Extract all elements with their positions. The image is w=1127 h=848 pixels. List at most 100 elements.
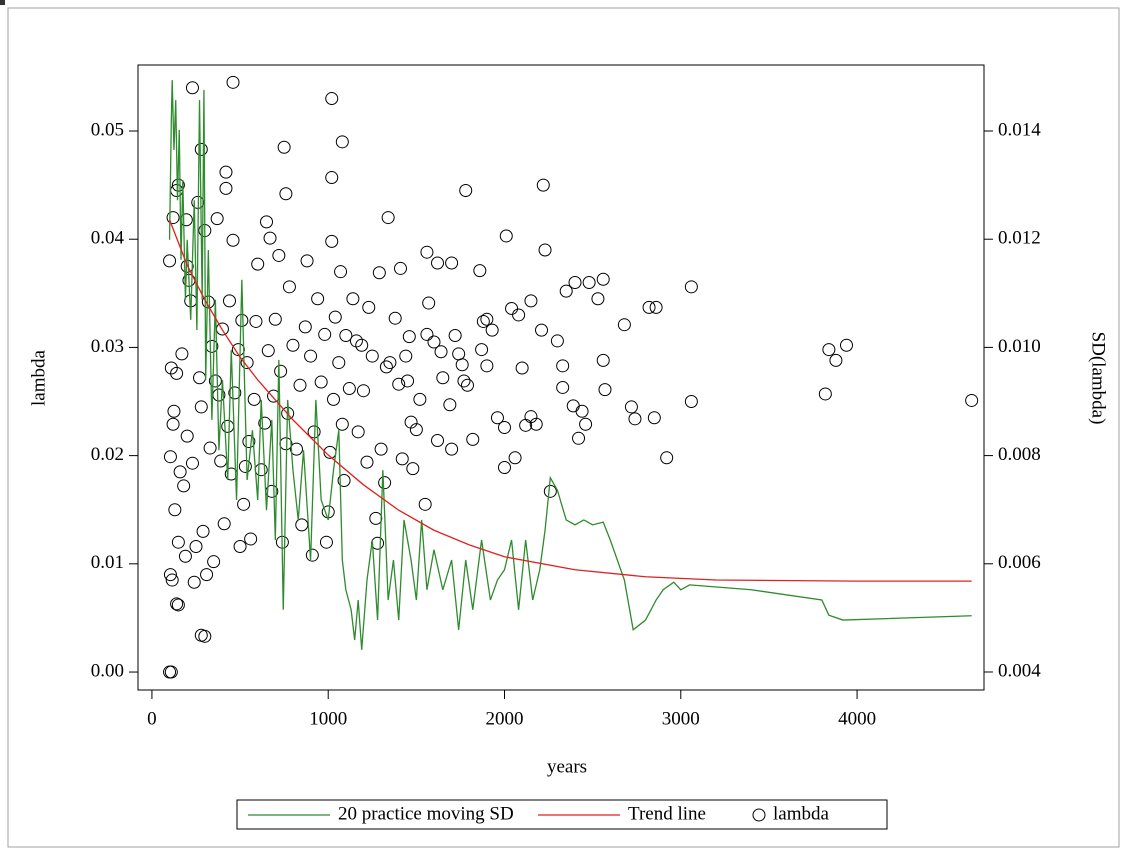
scatter-point: [311, 292, 325, 306]
scatter-point: [163, 450, 177, 464]
scatter-point: [556, 359, 570, 373]
scatter-point: [339, 329, 353, 343]
scatter-point: [263, 231, 277, 245]
scatter-point: [351, 425, 365, 439]
legend-box: [236, 799, 888, 830]
scatter-point: [374, 442, 388, 456]
scatter-point: [173, 465, 187, 479]
x-tick-label: 1000: [309, 708, 347, 729]
scatter-point: [642, 300, 656, 314]
scatter-point: [381, 211, 395, 225]
scatter-point: [217, 517, 231, 531]
scatter-point: [222, 294, 236, 308]
scatter-point: [185, 81, 199, 95]
scatter-point: [171, 598, 185, 612]
scatter-point: [325, 234, 339, 248]
scatter-point: [342, 382, 356, 396]
y2-tick-label: 0.012: [998, 228, 1041, 249]
corner-marker: [0, 0, 5, 5]
scatter-point: [434, 345, 448, 359]
scatter-point: [485, 323, 499, 337]
scatter-point: [568, 275, 582, 289]
scatter-point: [445, 256, 459, 270]
scatter-point: [298, 320, 312, 334]
x-tick-label: 3000: [662, 708, 700, 729]
scatter-point: [233, 540, 247, 554]
scatter-point: [168, 503, 182, 517]
series-line: [168, 80, 972, 650]
legend-symbol: [752, 808, 766, 822]
scatter-point: [457, 374, 471, 388]
scatter-point: [226, 233, 240, 247]
legend-label: 20 practice moving SD: [338, 803, 514, 824]
scatter-point: [237, 497, 251, 511]
scatter-point: [219, 181, 233, 195]
scatter-point: [175, 347, 189, 361]
scatter-point: [401, 374, 415, 388]
scatter-point: [193, 371, 207, 385]
scatter-point: [189, 540, 203, 554]
scatter-point: [512, 308, 526, 322]
scatter-point: [965, 393, 979, 407]
scatter-point: [459, 184, 473, 198]
scatter-point: [198, 629, 212, 643]
scatter-point: [388, 311, 402, 325]
scatter-point: [293, 378, 307, 392]
scatter-point: [535, 323, 549, 337]
scatter-point: [207, 555, 221, 569]
scatter-point: [314, 375, 328, 389]
scatter-point: [582, 275, 596, 289]
scatter-point: [476, 314, 490, 328]
y-tick-label: 0.05: [91, 119, 124, 140]
scatter-point: [170, 366, 184, 380]
scatter-point: [187, 575, 201, 589]
scatter-point: [228, 386, 242, 400]
scatter-point: [362, 300, 376, 314]
scatter-point: [170, 597, 184, 611]
scatter-point: [196, 524, 210, 538]
scatter-point: [556, 380, 570, 394]
scatter-point: [254, 463, 268, 477]
scatter-point: [395, 452, 409, 466]
scatter-point: [508, 451, 522, 465]
scatter-point: [335, 135, 349, 149]
scatter-point: [289, 442, 303, 456]
scatter-point: [839, 338, 853, 352]
x-tick-label: 2000: [486, 708, 524, 729]
scatter-point: [399, 349, 413, 363]
scatter-point: [360, 455, 374, 469]
y-tick-label: 0.00: [91, 660, 124, 681]
scatter-point: [274, 364, 288, 378]
scatter-point: [164, 665, 178, 679]
scatter-point: [598, 383, 612, 397]
scatter-point: [684, 280, 698, 294]
scatter-point: [452, 347, 466, 361]
scatter-point: [617, 318, 631, 332]
y-tick-label: 0.02: [91, 444, 124, 465]
y-tick-label: 0.03: [91, 336, 124, 357]
scatter-point: [649, 300, 663, 314]
plot-area: [137, 64, 985, 691]
scatter-point: [369, 511, 383, 525]
scatter-point: [214, 454, 228, 468]
scatter-point: [334, 265, 348, 279]
scatter-point: [194, 400, 208, 414]
y2-tick-label: 0.010: [998, 336, 1041, 357]
scatter-point: [349, 334, 363, 348]
scatter-point: [163, 254, 177, 268]
scatter-point: [475, 343, 489, 357]
scatter-point: [277, 140, 291, 154]
scatter-point: [166, 211, 180, 225]
scatter-point: [466, 432, 480, 446]
scatter-point: [226, 75, 240, 89]
scatter-point: [238, 459, 252, 473]
scatter-point: [536, 178, 550, 192]
scatter-point: [325, 171, 339, 185]
y2-tick-label: 0.008: [998, 444, 1041, 465]
scatter-point: [203, 441, 217, 455]
scatter-point: [393, 261, 407, 275]
scatter-point: [550, 334, 564, 348]
y-axis-label: lambda: [28, 349, 49, 405]
scatter-point: [304, 349, 318, 363]
